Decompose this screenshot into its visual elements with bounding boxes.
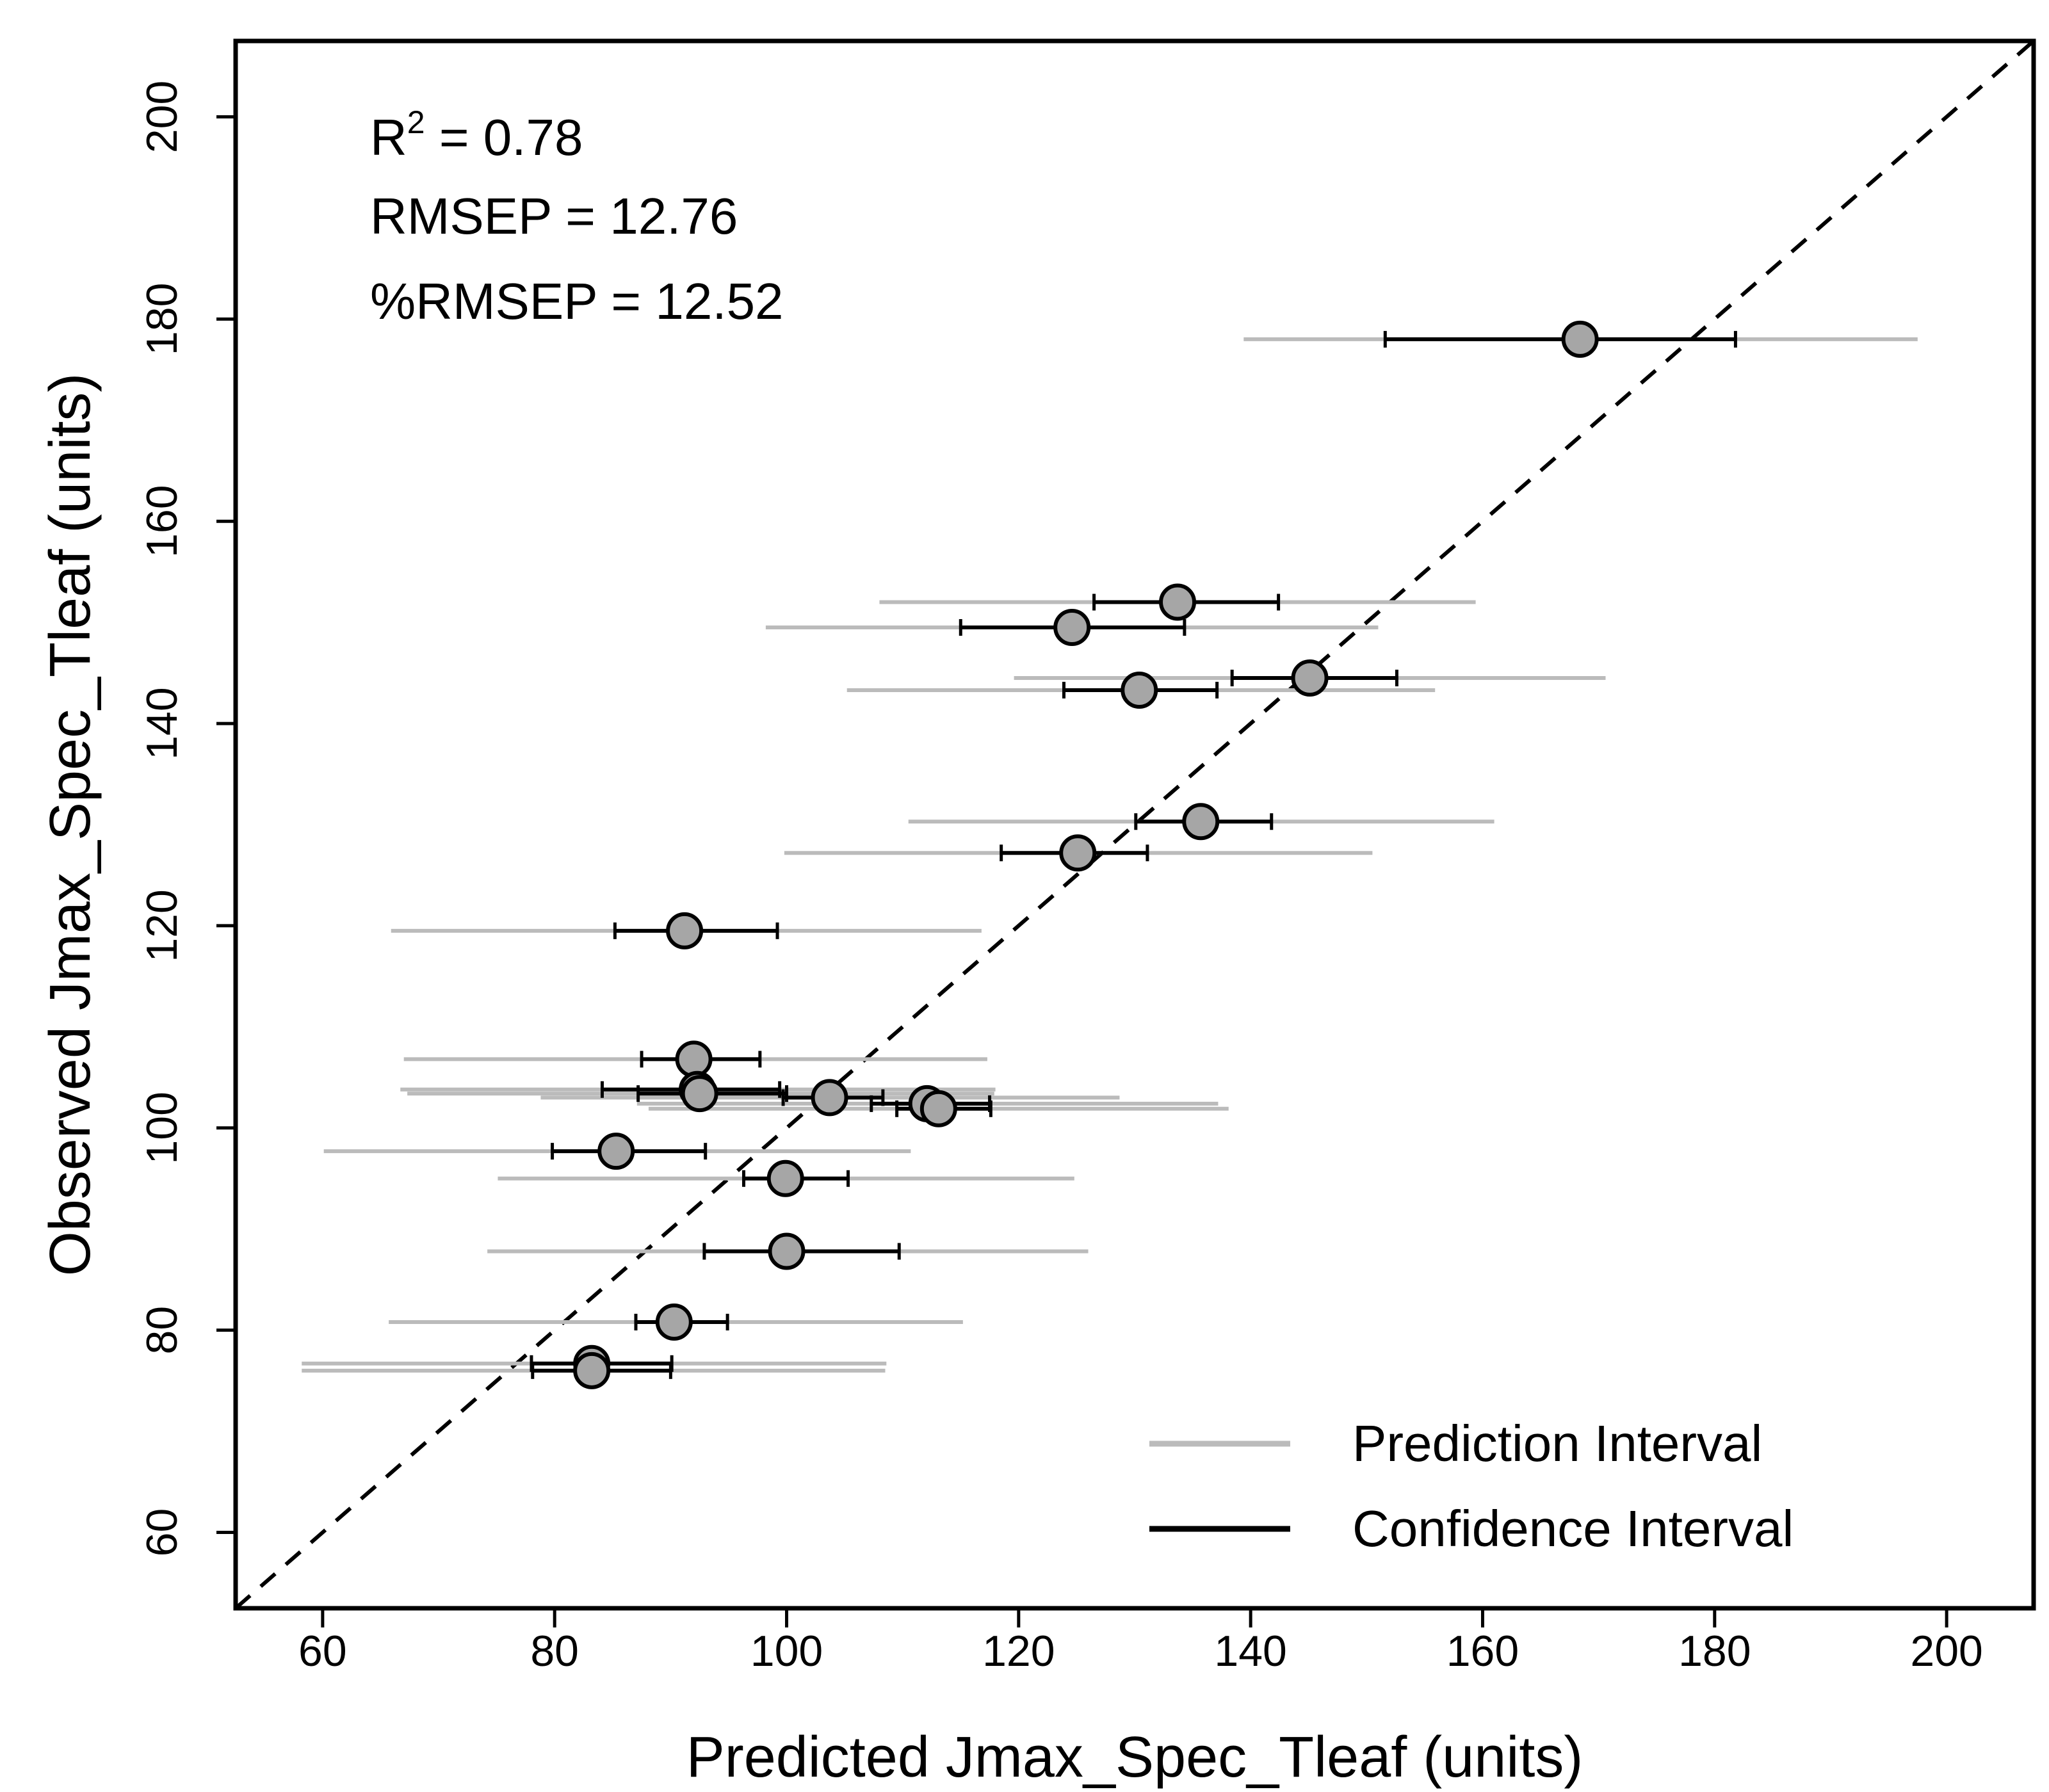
data-point xyxy=(597,1133,635,1170)
x-tick-label: 80 xyxy=(530,1627,579,1675)
x-tick-label: 140 xyxy=(1214,1627,1286,1675)
plot-content xyxy=(236,41,2034,1608)
data-point xyxy=(666,912,704,949)
y-axis-title: Observed Jmax_Spec_Tleaf (units) xyxy=(38,373,102,1277)
data-point xyxy=(811,1079,848,1117)
data-point xyxy=(1159,583,1197,621)
data-point xyxy=(1053,609,1091,647)
y-axis: 60 80 100 120 140 160 180 200 xyxy=(138,81,236,1557)
data-point xyxy=(1182,803,1220,841)
x-axis-title: Predicted Jmax_Spec_Tleaf (units) xyxy=(686,1725,1583,1789)
data-point xyxy=(675,1040,713,1078)
y-tick-label: 180 xyxy=(138,283,186,355)
y-tick-label: 200 xyxy=(138,81,186,153)
legend-confidence-label: Confidence Interval xyxy=(1352,1500,1794,1557)
plot-frame xyxy=(233,38,2036,1611)
x-tick-label: 160 xyxy=(1446,1627,1519,1675)
x-tick-label: 200 xyxy=(1910,1627,1982,1675)
legend-prediction-label: Prediction Interval xyxy=(1352,1415,1762,1472)
data-point xyxy=(1561,320,1599,358)
rmsep-annotation: RMSEP = 12.76 xyxy=(370,188,738,245)
pct-rmsep-annotation: %RMSEP = 12.52 xyxy=(370,273,784,330)
data-point xyxy=(1059,834,1097,872)
data-point xyxy=(919,1090,957,1127)
x-tick-label: 100 xyxy=(750,1627,823,1675)
x-axis: 60 80 100 120 140 160 180 200 xyxy=(298,1608,1983,1675)
r-squared-base: R xyxy=(370,109,407,166)
data-point xyxy=(1121,671,1158,709)
data-point xyxy=(766,1159,804,1197)
data-point xyxy=(768,1232,806,1270)
data-point xyxy=(573,1352,611,1389)
data-point xyxy=(1291,659,1329,697)
y-tick-label: 60 xyxy=(138,1508,186,1557)
data-point xyxy=(681,1075,718,1113)
y-tick-label: 80 xyxy=(138,1306,186,1355)
y-tick-label: 120 xyxy=(138,889,186,962)
x-tick-label: 120 xyxy=(982,1627,1055,1675)
x-tick-label: 60 xyxy=(298,1627,347,1675)
x-tick-label: 180 xyxy=(1678,1627,1751,1675)
data-point xyxy=(655,1304,693,1341)
r-squared-value: = 0.78 xyxy=(425,109,583,166)
y-tick-label: 160 xyxy=(138,485,186,557)
r-squared-annotation: R2 = 0.78 xyxy=(370,104,583,166)
y-tick-label: 100 xyxy=(138,1092,186,1164)
r-squared-sup: 2 xyxy=(407,104,425,140)
y-tick-label: 140 xyxy=(138,687,186,759)
legend: Prediction Interval Confidence Interval xyxy=(1149,1415,1794,1557)
